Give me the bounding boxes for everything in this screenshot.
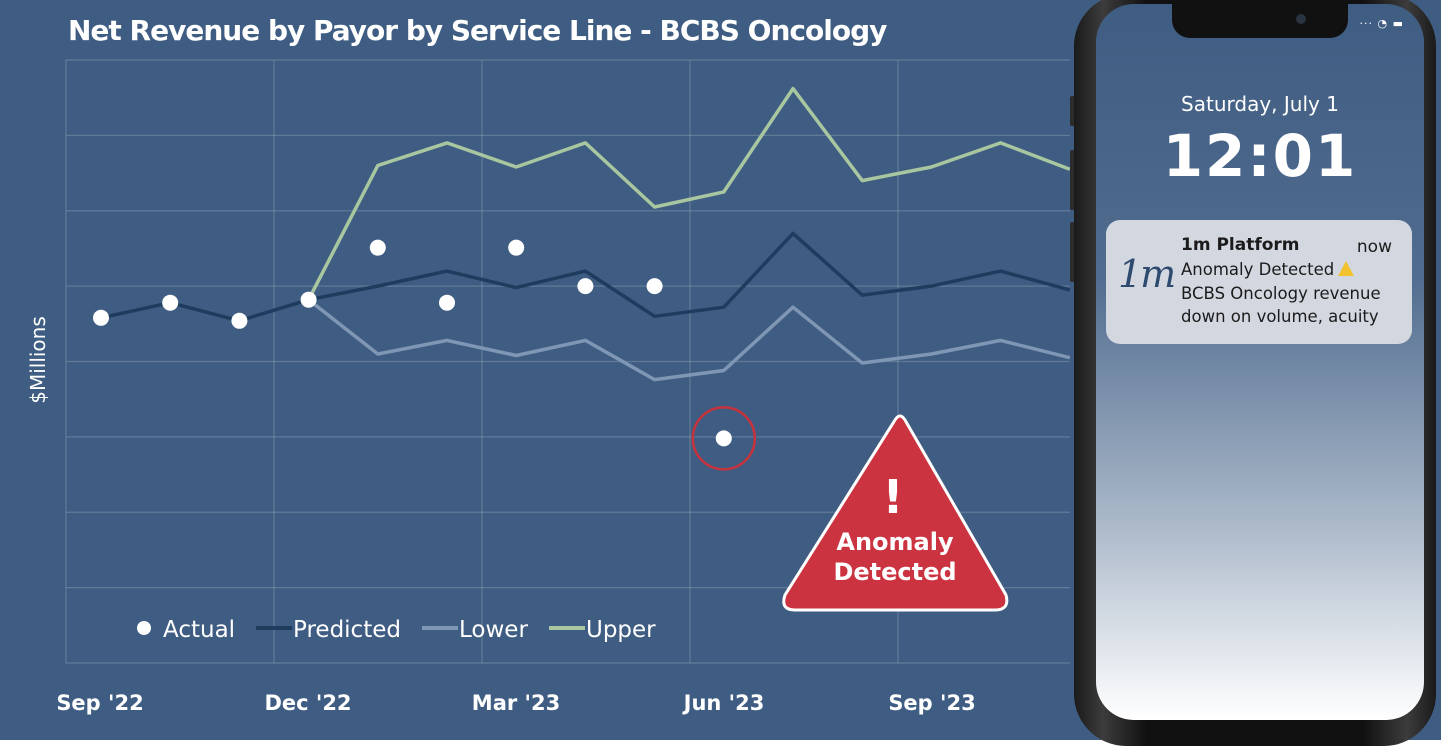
app-logo: 1m xyxy=(1118,252,1176,296)
camera-icon xyxy=(1296,14,1306,24)
phone-lock-screen: ··· ◔ ▬ Saturday, July 1 12:01 1m 1m Pla… xyxy=(1096,4,1424,720)
y-axis-label: $Millions xyxy=(26,316,50,404)
phone-volume-up xyxy=(1070,150,1075,210)
legend-label-upper: Upper xyxy=(586,617,656,643)
legend-label-predicted: Predicted xyxy=(293,617,401,643)
legend-label-actual: Actual xyxy=(163,617,235,643)
lock-screen-date: Saturday, July 1 xyxy=(1181,92,1339,116)
warning-icon xyxy=(1338,261,1355,276)
x-tick-label: Jun '23 xyxy=(682,691,765,715)
actual-point xyxy=(439,294,455,311)
x-tick-label: Sep '23 xyxy=(888,691,975,715)
x-tick-label: Mar '23 xyxy=(472,691,560,715)
notification-title-line: Anomaly Detected xyxy=(1181,260,1355,279)
notification-body-line-2: down on volume, acuity xyxy=(1181,307,1379,326)
actual-point xyxy=(300,291,317,308)
actual-point xyxy=(369,239,386,256)
warning-line-2: Detected xyxy=(833,558,956,586)
anomaly-warning-sign: ! Anomaly Detected xyxy=(782,414,1009,612)
x-axis-ticks: Sep '22 Dec '22 Mar '23 Jun '23 Sep '23 xyxy=(56,691,975,715)
legend-label-lower: Lower xyxy=(459,617,528,643)
series-line-upper xyxy=(307,86,1071,301)
chart-grid xyxy=(65,59,1070,664)
phone-frame: ··· ◔ ▬ Saturday, July 1 12:01 1m 1m Pla… xyxy=(1074,0,1436,746)
phone-notch xyxy=(1172,4,1348,38)
actual-point xyxy=(231,312,248,329)
notification-headline: Anomaly Detected xyxy=(1181,260,1335,279)
chart-title: Net Revenue by Payor by Service Line - B… xyxy=(68,14,887,47)
actual-point xyxy=(646,278,663,295)
legend-marker-actual xyxy=(137,621,151,635)
phone-mute-switch xyxy=(1070,96,1075,126)
actual-point xyxy=(162,294,179,311)
phone-mockup: ··· ◔ ▬ Saturday, July 1 12:01 1m 1m Pla… xyxy=(1070,0,1441,747)
actual-point xyxy=(508,239,525,256)
actual-point xyxy=(93,309,109,326)
x-tick-label: Sep '22 xyxy=(56,691,143,715)
warning-exclamation: ! xyxy=(883,470,904,524)
notification-card[interactable]: 1m 1m Platform now Anomaly Detected BCBS… xyxy=(1106,220,1412,344)
anomaly-ring xyxy=(691,406,757,471)
status-bar-icons: ··· ◔ ▬ xyxy=(1359,17,1404,30)
series-line-lower xyxy=(307,298,1071,382)
actual-point xyxy=(715,430,732,447)
phone-volume-down xyxy=(1070,222,1075,282)
notification-time: now xyxy=(1356,237,1392,257)
series-line-predicted xyxy=(100,231,1071,323)
actual-point xyxy=(577,278,594,295)
warning-triangle-icon xyxy=(782,414,1009,612)
notification-app-name: 1m Platform xyxy=(1181,235,1300,255)
notification-body-line-1: BCBS Oncology revenue xyxy=(1181,284,1381,303)
x-tick-label: Dec '22 xyxy=(264,691,351,715)
chart-series xyxy=(93,86,1071,471)
lock-screen-time: 12:01 xyxy=(1162,122,1358,190)
warning-line-1: Anomaly xyxy=(836,528,954,556)
chart-legend: Actual Predicted Lower Upper xyxy=(137,617,656,643)
